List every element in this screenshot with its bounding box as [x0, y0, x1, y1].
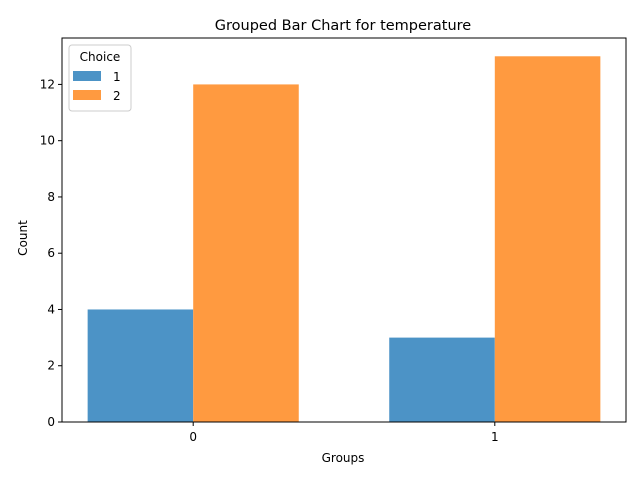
y-tick-label: 8	[47, 190, 55, 204]
chart-title: Grouped Bar Chart for temperature	[215, 18, 472, 34]
legend-swatch-2	[73, 90, 101, 100]
y-tick-label: 10	[40, 134, 55, 148]
legend-label-2: 2	[113, 89, 121, 103]
y-axis-label: Count	[16, 220, 30, 256]
y-tick-label: 4	[47, 302, 55, 316]
y-axis: 0 2 4 6 8 10 12	[40, 77, 62, 429]
legend-swatch-1	[73, 71, 101, 81]
bar-series-1-group-0	[87, 309, 194, 422]
y-tick-label: 2	[47, 359, 55, 373]
y-tick-label: 6	[47, 246, 55, 260]
plot-frame	[61, 37, 627, 423]
bars-layer	[87, 56, 601, 423]
y-tick-label: 12	[40, 77, 55, 91]
y-tick-label: 0	[47, 415, 55, 429]
legend: Choice 1 2	[68, 44, 132, 112]
x-tick-label: 0	[189, 430, 197, 444]
x-axis-label: Groups	[322, 451, 365, 465]
bar-series-2-group-0	[193, 84, 299, 423]
bar-series-2-group-1	[494, 56, 601, 423]
x-tick-label: 1	[491, 430, 499, 444]
legend-label-1: 1	[113, 70, 121, 84]
legend-title: Choice	[80, 50, 121, 64]
bar-series-1-group-1	[389, 337, 495, 422]
